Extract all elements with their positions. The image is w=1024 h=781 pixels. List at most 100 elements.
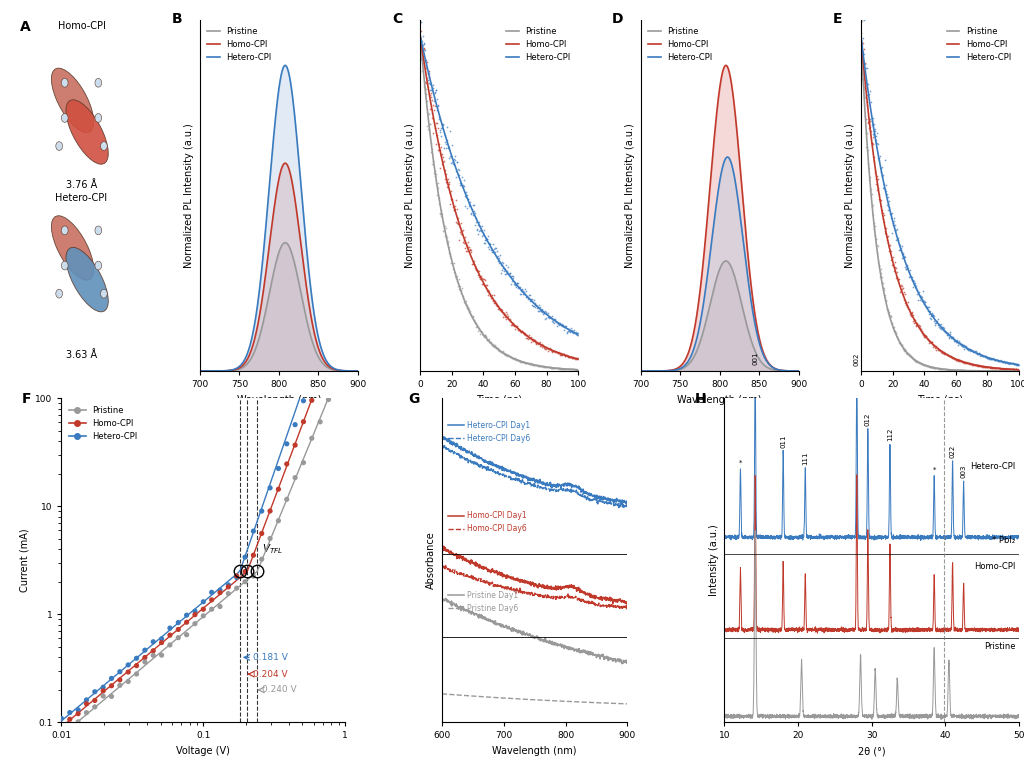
Point [538, 341, 554, 354]
Point [496, 262, 512, 275]
Point [518, 284, 535, 297]
Point [337, 305, 353, 317]
Ellipse shape [66, 248, 109, 312]
Point [905, 314, 922, 326]
Point [524, 358, 541, 371]
Point [417, 38, 433, 51]
Point [480, 333, 497, 346]
Point [544, 362, 560, 374]
Line: Homo-CPI Day1: Homo-CPI Day1 [442, 546, 628, 604]
Point [450, 202, 466, 215]
Point [425, 127, 441, 140]
Point [514, 356, 530, 369]
Point [1007, 358, 1023, 370]
Point [867, 229, 884, 241]
Point [162, 622, 178, 634]
Point [913, 358, 930, 370]
Point [430, 198, 446, 210]
Point [523, 293, 540, 305]
Point [1005, 363, 1021, 376]
Point [512, 355, 528, 368]
Point [458, 186, 474, 198]
Point [475, 329, 492, 341]
Point [897, 342, 913, 355]
Point [493, 345, 509, 358]
Point [542, 311, 558, 323]
Point [904, 352, 921, 365]
Point [894, 251, 910, 264]
Point [468, 216, 484, 228]
Point [529, 337, 546, 349]
Point [475, 330, 492, 342]
Point [1007, 363, 1023, 376]
Point [954, 356, 971, 369]
Point [419, 71, 435, 84]
Point [482, 336, 499, 348]
Point [425, 155, 441, 168]
Text: * PbI₂: * PbI₂ [992, 536, 1015, 545]
Text: 003: 003 [961, 465, 967, 478]
Point [986, 362, 1002, 374]
Point [999, 365, 1016, 377]
Point [949, 337, 966, 350]
Point [869, 137, 886, 149]
Point [931, 318, 947, 330]
Point [924, 307, 940, 319]
Point [459, 301, 475, 314]
Point [947, 353, 964, 366]
Point [462, 196, 478, 209]
Point [885, 322, 901, 334]
Point [888, 326, 904, 339]
Point [303, 432, 319, 444]
Point [500, 266, 516, 279]
Point [488, 300, 505, 312]
Point [968, 344, 984, 357]
Point [490, 344, 507, 356]
Point [506, 352, 522, 365]
Point [414, 56, 430, 69]
Point [518, 331, 535, 344]
Point [878, 294, 894, 306]
Homo-CPI Day1 [520, 576, 532, 586]
Point [903, 350, 920, 362]
Point [532, 338, 549, 351]
Point [871, 271, 888, 284]
Pristine Day1 [622, 658, 634, 668]
Point [936, 363, 952, 376]
Point [865, 130, 882, 143]
Point [419, 75, 435, 87]
Point [515, 287, 531, 300]
Point [986, 354, 1002, 366]
Point [554, 348, 570, 361]
Point [854, 32, 870, 45]
Point [534, 360, 550, 373]
Point [321, 351, 337, 364]
Point [534, 360, 550, 373]
Point [565, 351, 582, 364]
Point [487, 294, 504, 307]
Point [447, 271, 464, 284]
Point [458, 295, 474, 308]
Point [451, 284, 467, 296]
Point [880, 234, 896, 247]
Point [894, 280, 910, 292]
Point [975, 350, 991, 362]
Point [431, 192, 447, 205]
Point [993, 355, 1010, 368]
Point [440, 237, 457, 249]
Point [896, 343, 912, 355]
Point [894, 284, 910, 296]
Point [911, 321, 928, 333]
Text: C: C [392, 12, 402, 27]
Point [858, 95, 874, 108]
Point [461, 306, 477, 319]
Point [939, 363, 955, 376]
Text: 0.240 V: 0.240 V [262, 686, 296, 694]
Point [975, 365, 991, 377]
Point [884, 252, 900, 265]
Point [511, 355, 527, 367]
Point [888, 262, 904, 274]
Point [895, 343, 911, 355]
Point [888, 234, 904, 246]
Point [459, 239, 475, 251]
